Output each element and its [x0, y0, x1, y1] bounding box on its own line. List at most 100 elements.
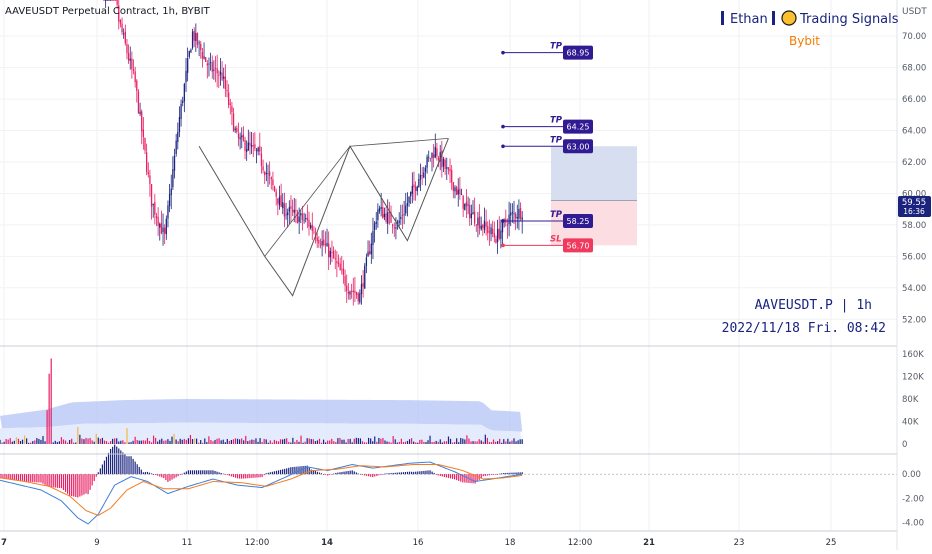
time-tick-label: 16 — [413, 538, 424, 548]
macd-histogram-bar — [230, 474, 233, 477]
candle-body — [446, 167, 448, 169]
candle-body — [165, 218, 167, 235]
candle-body — [434, 146, 436, 158]
macd-histogram-bar — [83, 474, 85, 495]
macd-histogram-bar — [415, 471, 417, 475]
candle-body — [180, 103, 182, 119]
macd-histogram-bar — [159, 474, 161, 477]
volume-bar — [124, 442, 126, 444]
volume-bar — [159, 439, 161, 444]
macd-histogram-bar — [247, 474, 249, 479]
candle-body — [457, 189, 459, 195]
candle-body — [223, 76, 225, 79]
macd-histogram-bar — [462, 474, 464, 483]
macd-histogram-bar — [52, 474, 54, 488]
volume-bar — [9, 438, 11, 444]
candle-body — [508, 214, 510, 225]
volume-bar — [93, 441, 95, 444]
volume-bar — [128, 442, 130, 444]
volume-bar — [152, 435, 155, 444]
candle-body — [383, 213, 386, 218]
candle-body — [414, 186, 417, 191]
candle-body — [293, 209, 295, 213]
candle-body — [150, 184, 153, 207]
volume-bar — [0, 439, 1, 444]
volume-bar — [454, 441, 456, 444]
macd-histogram-bar — [179, 474, 181, 475]
time-tick-label: 25 — [826, 538, 837, 548]
volume-bar — [406, 440, 409, 444]
volume-bar — [269, 440, 271, 444]
volume-bar — [42, 436, 44, 444]
candle-body — [190, 49, 192, 53]
candle-body — [198, 42, 200, 44]
macd-histogram-bar — [402, 472, 405, 475]
candle-body — [260, 153, 263, 166]
candle-body — [172, 169, 174, 188]
volume-bar — [343, 439, 345, 444]
macd-histogram-bar — [226, 474, 228, 476]
candle-body — [341, 269, 343, 271]
brand-bar-icon — [772, 11, 775, 25]
candle-body — [144, 137, 146, 151]
candle-body — [152, 203, 154, 206]
volume-bar — [290, 442, 292, 444]
volume-bar — [114, 438, 116, 444]
price-tick-label: 54.00 — [902, 284, 926, 294]
macd-histogram-bar — [337, 472, 339, 475]
macd-histogram-bar — [214, 470, 216, 475]
candle-body — [375, 221, 377, 224]
candle-body — [367, 251, 369, 257]
macd-histogram-bar — [275, 470, 278, 475]
current-price-badge — [898, 196, 931, 217]
candle-body — [182, 100, 184, 103]
candle-body — [154, 202, 156, 215]
candle-body — [473, 211, 476, 224]
macd-histogram-bar — [339, 472, 341, 475]
pattern-path — [198, 138, 449, 297]
volume-bar — [451, 442, 454, 444]
volume-bar — [122, 440, 124, 444]
macd-histogram-bar — [44, 474, 46, 485]
macd-histogram-bar — [325, 474, 327, 475]
candle-body — [272, 179, 274, 186]
macd-histogram-bar — [77, 474, 79, 498]
candle-body — [365, 257, 368, 266]
macd-histogram-bar — [333, 473, 335, 475]
macd-histogram-bar — [220, 472, 222, 475]
volume-bar — [64, 440, 67, 444]
volume-bar — [109, 441, 112, 444]
macd-histogram-bar — [79, 474, 81, 497]
macd-tick-label: -2.00 — [902, 494, 924, 504]
volume-bar — [513, 438, 515, 444]
candle-body — [252, 145, 254, 147]
volume-bar — [259, 438, 261, 444]
volume-bar — [507, 438, 509, 444]
time-tick-label: 23 — [734, 538, 745, 548]
volume-bar — [480, 440, 482, 444]
candle-body — [478, 216, 481, 229]
candle-body — [411, 185, 413, 194]
volume-bar — [255, 438, 257, 444]
volume-bar — [505, 441, 507, 444]
candle-body — [285, 214, 287, 216]
macd-histogram-bar — [38, 474, 40, 483]
candle-body — [372, 230, 374, 245]
macd-histogram-bar — [71, 474, 73, 497]
candle-body — [160, 223, 163, 234]
candle-body — [155, 215, 158, 219]
candle-body — [369, 251, 371, 254]
time-axis[interactable]: 7 9 11 12:00 14 16 18 12:00 21 23 25 — [1, 538, 836, 548]
macd-histogram-bar — [494, 474, 497, 475]
price-axis[interactable]: 52.00 54.00 56.00 58.00 60.00 62.00 64.00 66.00… — [902, 32, 926, 529]
macd-histogram-bar — [349, 470, 351, 475]
macd-histogram-bar — [501, 473, 503, 475]
volume-bar — [148, 440, 151, 444]
price-tick-label: 66.00 — [902, 95, 926, 105]
candle-body — [114, 0, 117, 1]
bar-countdown: 16:36 — [903, 207, 925, 216]
candle-body — [173, 155, 176, 171]
volume-bar — [238, 439, 241, 444]
volume-tick-label: 120K — [902, 373, 924, 383]
